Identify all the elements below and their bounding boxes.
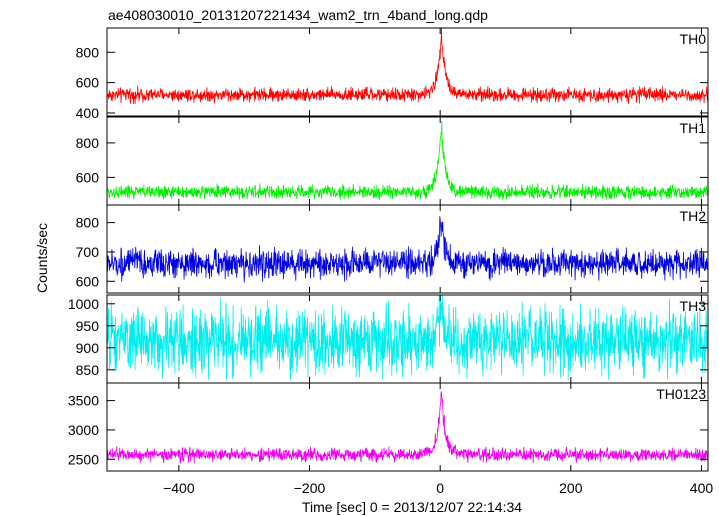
y-tick-label: 1000 [68, 296, 99, 312]
y-tick-label: 900 [76, 340, 100, 356]
panel-th0123: 2500 3000 3500 TH0123 [68, 382, 709, 472]
y-tick-label: 600 [76, 169, 100, 185]
y-tick-label: 850 [76, 362, 100, 378]
y-tick-label: 2500 [68, 451, 99, 467]
y-tick-label: 950 [76, 318, 100, 334]
panels-layer: 400 600 800 TH0 600 800 TH1 600 700 800 TH2 850 900 9… [68, 27, 709, 472]
panel-th2: 600 700 800 TH2 [76, 204, 709, 294]
series-line-th1 [107, 121, 708, 200]
panel-label: TH1 [680, 120, 707, 136]
y-tick-label: 700 [76, 244, 100, 260]
panel-frame [106, 382, 709, 472]
series-line-th2 [107, 216, 708, 283]
panel-th1: 600 800 TH1 [76, 116, 709, 206]
series-line-th0123 [107, 391, 708, 464]
y-tick-label: 600 [76, 75, 100, 91]
y-tick-label: 800 [76, 135, 100, 151]
x-axis-ticks: −400 −200 0 200 400 [163, 480, 713, 496]
panel-frame [106, 204, 709, 294]
x-tick-label: −200 [294, 480, 326, 496]
panel-label: TH0 [680, 31, 707, 47]
y-tick-label: 600 [76, 273, 100, 289]
x-tick-label: 200 [559, 480, 583, 496]
x-tick-label: 400 [690, 480, 714, 496]
y-tick-label: 800 [76, 44, 100, 60]
panel-label: TH0123 [656, 386, 706, 402]
y-tick-label: 400 [76, 105, 100, 121]
panel-th0: 400 600 800 TH0 [76, 27, 709, 121]
y-tick-label: 800 [76, 215, 100, 231]
panel-th3: 850 900 950 1000 TH3 [68, 294, 709, 384]
panel-label: TH2 [680, 208, 707, 224]
x-axis-label: Time [sec] 0 = 2013/12/07 22:14:34 [302, 499, 522, 515]
panel-label: TH3 [680, 298, 707, 314]
x-tick-label: −400 [163, 480, 195, 496]
y-axis-label: Counts/sec [34, 223, 50, 293]
series-line-th0 [107, 28, 708, 105]
y-tick-label: 3500 [68, 393, 99, 409]
x-tick-label: 0 [436, 480, 444, 496]
y-tick-label: 3000 [68, 422, 99, 438]
series-line-th3 [107, 295, 708, 381]
chart-title: ae408030010_20131207221434_wam2_trn_4ban… [108, 7, 488, 23]
panel-frame [106, 27, 709, 117]
